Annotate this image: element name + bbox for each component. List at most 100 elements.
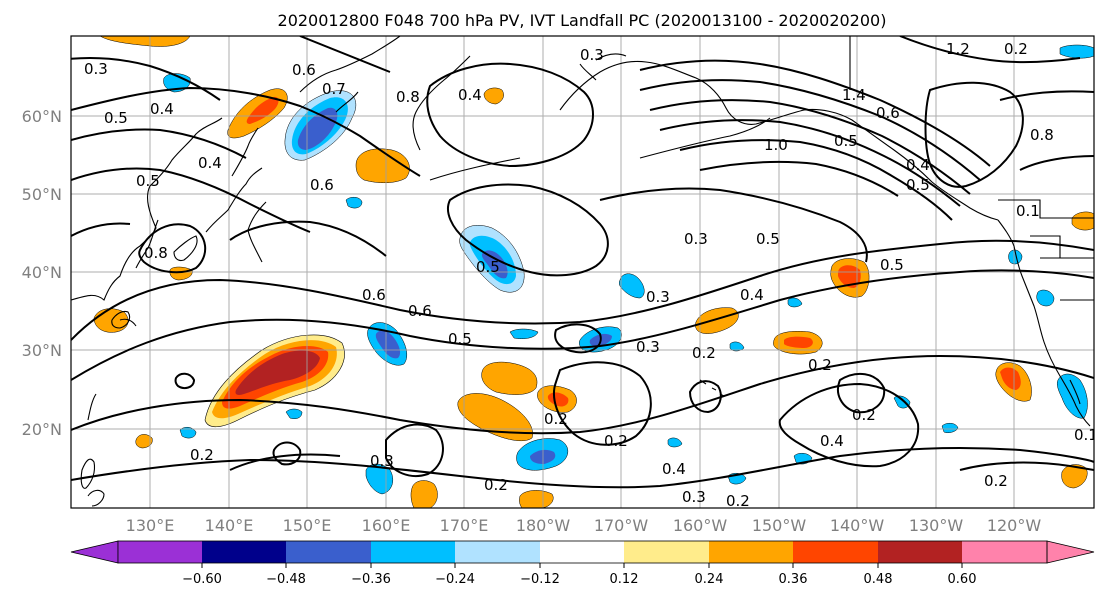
- lon-tick-label: 160°E: [362, 516, 411, 535]
- colorbar-segment: [118, 541, 202, 563]
- lon-tick-label: 140°W: [830, 516, 885, 535]
- colorbar: −0.60 −0.48 −0.36 −0.24 −0.12 0.12 0.24 …: [70, 540, 1095, 587]
- colorbar-tick-label: 0.36: [779, 572, 808, 587]
- colorbar-extend-low: [70, 540, 119, 564]
- contour-label: 0.2: [808, 356, 832, 374]
- contour-label: 0.3: [636, 338, 660, 356]
- map-panel: 0.3 0.5 0.4 0.6 0.7 0.8 0.5 0.4 0.6 0.8 …: [70, 35, 1098, 510]
- anomaly-positive-region: [1071, 211, 1094, 231]
- contour-label: 0.3: [682, 488, 706, 506]
- contour-label: 0.5: [476, 258, 500, 276]
- contour-label: 1.4: [842, 86, 866, 104]
- anomaly-positive-region: [519, 490, 554, 508]
- colorbar-tick-label: 0.60: [948, 572, 977, 587]
- contour-labels: 0.3 0.5 0.4 0.6 0.7 0.8 0.5 0.4 0.6 0.8 …: [84, 40, 1098, 510]
- contour-label: 0.3: [684, 230, 708, 248]
- contour-label: 1.0: [764, 136, 788, 154]
- lon-tick-label: 130°E: [126, 516, 175, 535]
- anomaly-negative-region: [787, 297, 803, 308]
- anomaly-positive-region: [838, 265, 861, 288]
- gridlines: [71, 36, 1094, 508]
- lon-tick-label: 130°W: [909, 516, 964, 535]
- shaded-anomalies: [93, 36, 1094, 508]
- contour-label: 0.6: [362, 286, 386, 304]
- colorbar-segment: [709, 541, 793, 563]
- anomaly-positive-region: [355, 148, 410, 183]
- colorbar-segment: [371, 541, 455, 563]
- anomaly-positive-region: [246, 96, 279, 124]
- contour-label: 0.2: [984, 472, 1008, 490]
- colorbar-segment: [878, 541, 962, 563]
- colorbar-tick-label: −0.36: [351, 572, 391, 587]
- anomaly-negative-region: [667, 437, 683, 448]
- anomaly-negative-region: [1036, 289, 1055, 307]
- anomaly-positive-region: [483, 87, 504, 105]
- anomaly-negative-region: [619, 273, 645, 299]
- lon-tick-label: 170°E: [440, 516, 489, 535]
- colorbar-ticks: [201, 563, 963, 568]
- anomaly-positive-region: [93, 308, 129, 333]
- contour-label: 0.5: [756, 230, 780, 248]
- colorbar-tick-label: 0.48: [864, 572, 893, 587]
- contour-label: 0.2: [604, 432, 628, 450]
- map-frame: [70, 35, 1095, 509]
- contour-label: 0.6: [292, 61, 316, 79]
- anomaly-negative-region: [179, 427, 197, 439]
- contour-label: 1.2: [946, 40, 970, 58]
- lat-tick-label: 20°N: [22, 420, 62, 439]
- contour-label: 0.2: [1004, 40, 1028, 58]
- colorbar-segment: [286, 541, 371, 563]
- colorbar-segment: [202, 541, 286, 563]
- colorbar-segment: [793, 541, 878, 563]
- figure-title: 2020012800 F048 700 hPa PV, IVT Landfall…: [278, 11, 887, 30]
- lat-tick-label: 60°N: [22, 107, 62, 126]
- lon-tick-label: 150°E: [283, 516, 332, 535]
- contours: [71, 36, 1094, 489]
- contour-label: 0.4: [662, 460, 686, 478]
- colorbar-segment: [624, 541, 709, 563]
- contour-label: 0.8: [144, 244, 168, 262]
- lon-tick-label: 150°W: [752, 516, 807, 535]
- contour-label: 0.6: [876, 104, 900, 122]
- contour-label: 0.4: [740, 286, 764, 304]
- contour-label: 0.5: [104, 109, 128, 127]
- contour-label: 0.1: [1016, 202, 1040, 220]
- anomaly-negative-region: [345, 197, 363, 209]
- anomaly-negative-region: [1059, 44, 1094, 59]
- contour-label: 0.5: [834, 132, 858, 150]
- colorbar-segment: [455, 541, 540, 563]
- lat-tick-label: 30°N: [22, 341, 62, 360]
- contour-label: 0.2: [726, 492, 750, 510]
- colorbar-extend-high: [1046, 540, 1095, 564]
- anomaly-positive-region: [235, 350, 320, 395]
- anomaly-positive-region: [695, 307, 739, 334]
- contour-label: 0.1: [1074, 426, 1098, 444]
- contour-label: 0.8: [1030, 126, 1054, 144]
- contour-label: 0.4: [820, 432, 844, 450]
- contour-label: 0.2: [544, 410, 568, 428]
- latitude-labels: 20°N 30°N 40°N 50°N 60°N: [22, 107, 62, 439]
- anomaly-positive-region: [410, 480, 438, 508]
- coastlines: [71, 36, 1094, 507]
- contour-label: 0.4: [198, 154, 222, 172]
- anomaly-positive-region: [1061, 464, 1088, 489]
- contour-label: 0.2: [190, 446, 214, 464]
- colorbar-tick-label: 0.24: [695, 572, 724, 587]
- longitude-labels: 130°E 140°E 150°E 160°E 170°E 180°W 170°…: [126, 516, 1042, 535]
- colorbar-tick-label: −0.24: [435, 572, 475, 587]
- contour-label: 0.5: [448, 330, 472, 348]
- lat-tick-label: 50°N: [22, 185, 62, 204]
- contour-label: 0.3: [580, 46, 604, 64]
- lon-tick-label: 160°W: [673, 516, 728, 535]
- contour-label: 0.4: [906, 156, 930, 174]
- contour-label: 0.4: [150, 100, 174, 118]
- contour-label: 0.2: [852, 406, 876, 424]
- lat-tick-label: 40°N: [22, 263, 62, 282]
- anomaly-negative-region: [285, 408, 303, 419]
- contour-label: 0.5: [906, 176, 930, 194]
- contour-label: 0.8: [396, 88, 420, 106]
- colorbar-tick-label: −0.48: [266, 572, 306, 587]
- anomaly-negative-region: [509, 328, 539, 339]
- contour-label: 0.3: [370, 452, 394, 470]
